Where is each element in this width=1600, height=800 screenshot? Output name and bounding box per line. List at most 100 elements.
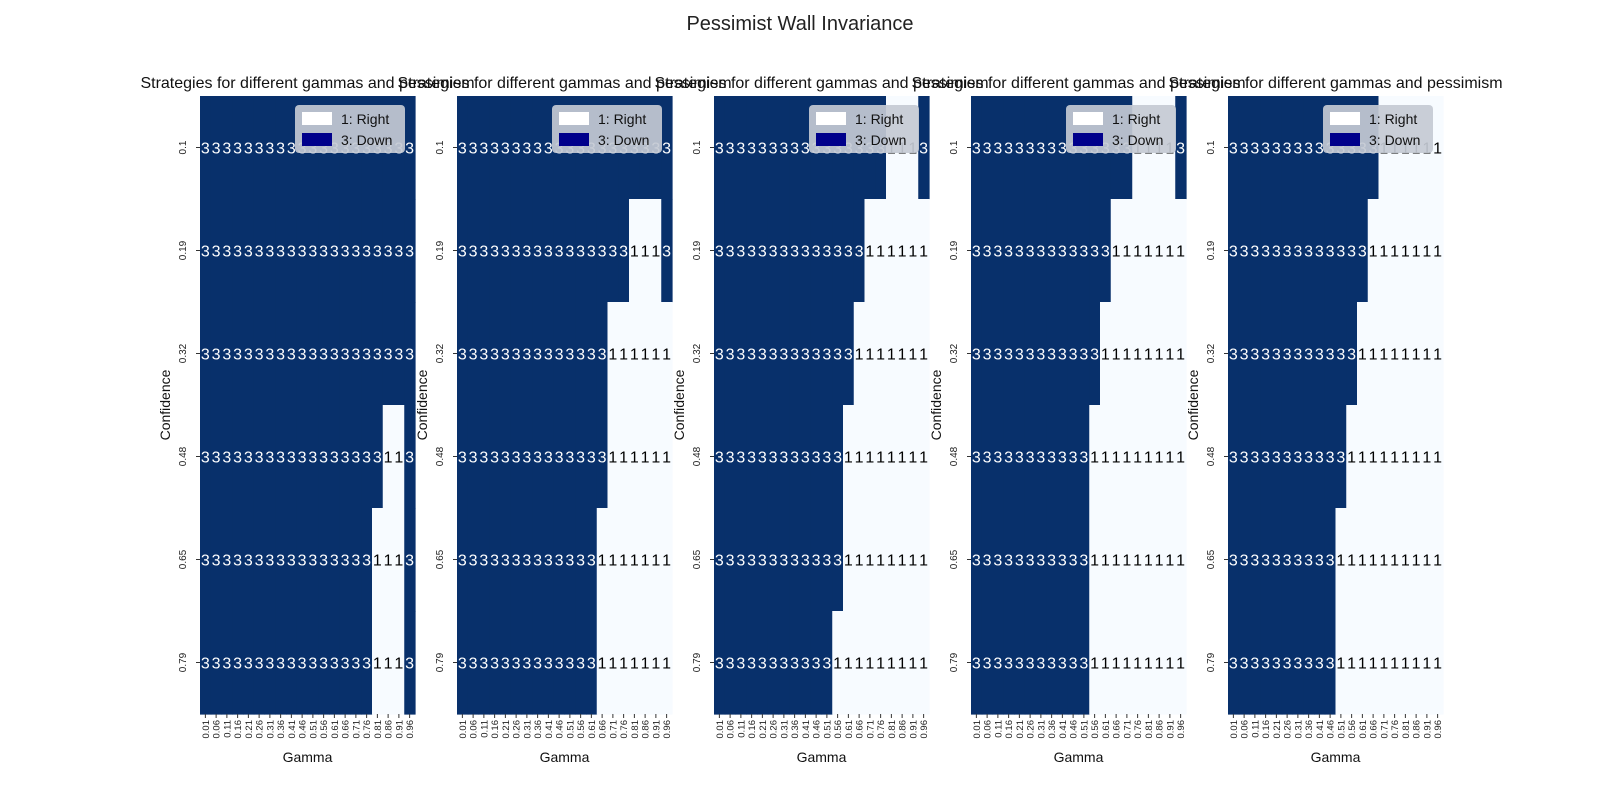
cell-value-label: 3 (479, 244, 488, 261)
cell-value-label: 1 (651, 347, 660, 364)
heatmap-cell (253, 405, 266, 509)
heatmap-cell (886, 405, 898, 509)
cell-value-label: 3 (212, 656, 221, 673)
heatmap-cell (1143, 302, 1155, 406)
heatmap-cell (200, 96, 212, 200)
heatmap-cell (361, 199, 373, 303)
cell-value-label: 3 (1047, 450, 1056, 467)
cell-value-label: 1 (1401, 553, 1410, 570)
heatmap-cell (724, 302, 737, 406)
cell-value-label: 3 (779, 656, 788, 673)
x-tick-label: 0.06 (726, 720, 737, 739)
cell-value-label: 1 (1133, 553, 1142, 570)
heatmap-cell (243, 508, 255, 612)
heatmap-cell (1432, 611, 1444, 715)
heatmap-cell (714, 96, 726, 200)
heatmap-cell (1389, 199, 1401, 303)
heatmap-cell (361, 611, 373, 715)
cell-value-label: 3 (1036, 553, 1045, 570)
heatmap-cell (896, 611, 909, 715)
cell-value-label: 3 (1069, 347, 1078, 364)
x-tick-label: 0.36 (533, 720, 544, 739)
x-tick-label: 0.71 (351, 720, 362, 739)
cell-value-label: 3 (769, 141, 778, 158)
y-tick-label: 0.79 (435, 652, 446, 672)
legend-swatch (302, 133, 332, 146)
cell-value-label: 3 (276, 347, 285, 364)
heatmap-cell (318, 508, 330, 612)
heatmap-cell (393, 302, 405, 406)
x-tick-label: 0.46 (298, 720, 309, 739)
x-tick-label: 0.01 (715, 720, 726, 739)
panel-title: Strategies for different gammas and pess… (1168, 75, 1502, 92)
cell-value-label: 3 (1069, 450, 1078, 467)
x-tick-label: 0.36 (1304, 720, 1315, 739)
cell-value-label: 3 (201, 244, 210, 261)
cell-value-label: 3 (501, 450, 510, 467)
legend-label: 1: Right (1369, 111, 1417, 127)
heatmap-cell (478, 405, 490, 509)
cell-value-label: 3 (1229, 553, 1238, 570)
y-tick-label: 0.79 (1206, 652, 1217, 672)
heatmap-cell (1324, 611, 1337, 715)
y-tick-label: 0.48 (1206, 446, 1217, 466)
cell-value-label: 1 (855, 450, 864, 467)
cell-value-label: 3 (598, 244, 607, 261)
heatmap-cell (221, 611, 233, 715)
x-tick-label: 0.26 (1283, 720, 1294, 739)
heatmap-cell (810, 302, 823, 406)
cell-value-label: 1 (1422, 450, 1431, 467)
cell-value-label: 3 (201, 141, 210, 158)
heatmap-cell (296, 611, 309, 715)
cell-value-label: 3 (276, 450, 285, 467)
cell-value-label: 1 (641, 656, 650, 673)
heatmap-cell (575, 611, 587, 715)
heatmap-cell (1067, 199, 1080, 303)
heatmap-cell (543, 96, 555, 200)
cell-value-label: 1 (1165, 656, 1174, 673)
heatmap-cell (1421, 199, 1433, 303)
heatmap-cell (286, 508, 298, 612)
heatmap-cell (286, 405, 298, 509)
cell-value-label: 3 (479, 347, 488, 364)
heatmap-cell (875, 302, 887, 406)
cell-value-label: 3 (758, 450, 767, 467)
y-tick-label: 0.48 (949, 446, 960, 466)
heatmap-cell (918, 508, 930, 612)
heatmap-cell (1164, 199, 1176, 303)
y-tick-label: 0.19 (949, 240, 960, 260)
heatmap-cell (372, 405, 384, 509)
cell-value-label: 3 (983, 450, 992, 467)
y-tick-label: 0.48 (435, 446, 446, 466)
heatmap-cell (1164, 508, 1176, 612)
cell-value-label: 3 (265, 347, 274, 364)
x-tick-label: 0.61 (844, 720, 855, 739)
x-tick-label: 0.36 (790, 720, 801, 739)
cell-value-label: 1 (1155, 244, 1164, 261)
cell-value-label: 3 (1250, 347, 1259, 364)
x-tick-label: 0.96 (1433, 720, 1444, 739)
heatmap-cell (1024, 199, 1037, 303)
cell-value-label: 3 (544, 347, 553, 364)
cell-value-label: 3 (1240, 244, 1249, 261)
heatmap-cell (1324, 508, 1337, 612)
cell-value-label: 3 (233, 141, 242, 158)
heatmap-cell (810, 508, 823, 612)
cell-value-label: 1 (908, 656, 917, 673)
cell-value-label: 3 (384, 347, 393, 364)
heatmap-cell (1432, 405, 1444, 509)
cell-value-label: 1 (1401, 656, 1410, 673)
cell-value-label: 3 (1079, 347, 1088, 364)
cell-value-label: 3 (565, 553, 574, 570)
heatmap-cell (564, 508, 576, 612)
heatmap-cell (586, 405, 598, 509)
cell-value-label: 3 (1229, 347, 1238, 364)
cell-value-label: 3 (351, 244, 360, 261)
x-tick-label: 0.11 (993, 720, 1004, 738)
cell-value-label: 1 (1358, 347, 1367, 364)
x-tick-label: 0.16 (1004, 720, 1015, 739)
cell-value-label: 3 (330, 244, 339, 261)
heatmap-cell (532, 405, 544, 509)
heatmap-cell (800, 508, 812, 612)
